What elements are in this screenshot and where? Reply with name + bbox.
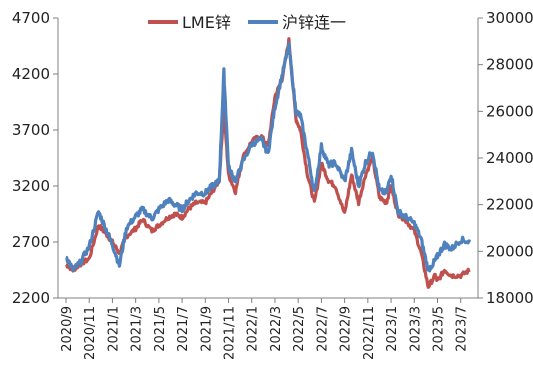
right-tick-label: 28000 (486, 56, 533, 74)
x-tick-label: 2021/1 (106, 306, 121, 352)
right-tick-label: 26000 (486, 102, 533, 120)
x-axis-ticks: 2020/9 2020/11 2021/1 2021/3 2021/5 2021/7 202… (60, 298, 470, 360)
left-tick-label: 3700 (12, 121, 50, 139)
x-tick-label: 2020/11 (83, 306, 98, 360)
x-tick-label: 2023/7 (455, 306, 470, 352)
x-tick-label: 2022/5 (292, 306, 307, 352)
right-tick-label: 20000 (486, 242, 533, 260)
x-tick-label: 2022/1 (246, 306, 261, 352)
x-tick-label: 2022/9 (339, 306, 354, 352)
left-axis-ticks: 2200 2700 3200 3700 4200 4700 (12, 9, 58, 307)
x-tick-label: 2023/5 (431, 306, 446, 352)
x-tick-label: 2021/3 (130, 306, 145, 352)
left-tick-label: 3200 (12, 177, 50, 195)
legend-label: LME锌 (182, 13, 231, 32)
x-tick-label: 2021/11 (223, 306, 238, 360)
x-tick-label: 2023/3 (408, 306, 423, 352)
series-layer (65, 37, 472, 289)
left-tick-label: 4200 (12, 65, 50, 83)
right-tick-label: 30000 (486, 9, 533, 27)
left-tick-label: 2700 (12, 233, 50, 251)
left-tick-label: 4700 (12, 9, 50, 27)
legend-label: 沪锌连一 (282, 13, 346, 32)
right-axis-ticks: 18000 20000 22000 24000 26000 28000 30000 (478, 9, 533, 307)
right-tick-label: 18000 (486, 289, 533, 307)
x-tick-label: 2021/5 (153, 306, 168, 352)
right-tick-label: 22000 (486, 196, 533, 214)
x-tick-label: 2022/7 (315, 306, 330, 352)
legend: LME锌 沪锌连一 (148, 13, 346, 32)
x-tick-label: 2022/3 (269, 306, 284, 352)
series-line-shfe-zinc (65, 41, 472, 273)
series-line-lme-zinc (65, 37, 471, 289)
x-tick-label: 2021/9 (199, 306, 214, 352)
right-tick-label: 24000 (486, 149, 533, 167)
x-tick-label: 2023/1 (385, 306, 400, 352)
x-tick-label: 2022/11 (362, 306, 377, 360)
left-tick-label: 2200 (12, 289, 50, 307)
x-tick-label: 2021/7 (176, 306, 191, 352)
x-tick-label: 2020/9 (60, 306, 75, 352)
